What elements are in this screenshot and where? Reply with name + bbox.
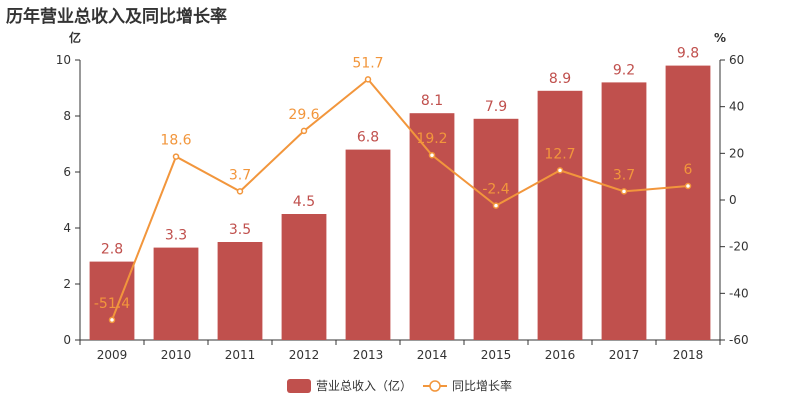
- left-tick-label: 2: [63, 277, 71, 291]
- growth-value-label: 6: [684, 162, 693, 178]
- bar-series: [89, 65, 711, 341]
- bar-value-label: 2.8: [101, 242, 123, 258]
- legend[interactable]: 营业总收入（亿） 同比增长率: [287, 378, 512, 393]
- bar: [217, 242, 263, 340]
- line-series: [108, 76, 692, 324]
- right-tick-label: -20: [729, 240, 749, 254]
- growth-value-label: 12.7: [544, 146, 575, 162]
- bar-value-label: 3.3: [165, 228, 187, 244]
- growth-point: [172, 153, 180, 160]
- data-labels: 2.8 3.3 3.5 4.5 6.8 8.1 7.9 8.9 9.2 9.8 -51.4 18.6 3…: [94, 46, 699, 312]
- growth-value-label: 29.6: [288, 107, 319, 123]
- bar: [537, 90, 583, 340]
- growth-line: [111, 77, 689, 321]
- bar-value-label: 8.1: [421, 93, 443, 109]
- bar-value-label: 8.9: [549, 71, 571, 87]
- growth-value-label: 3.7: [613, 167, 635, 183]
- bar: [601, 82, 647, 341]
- growth-point: [492, 202, 500, 209]
- x-tick-label: 2015: [481, 348, 512, 362]
- legend-bar-swatch: [287, 379, 311, 393]
- growth-point: [684, 182, 692, 190]
- legend-line-label: 同比增长率: [452, 378, 512, 393]
- growth-value-label: 19.2: [416, 131, 447, 147]
- bar-value-label: 4.5: [293, 194, 315, 210]
- left-tick-label: 4: [63, 221, 71, 235]
- growth-point: [620, 188, 628, 195]
- bar: [89, 261, 135, 340]
- right-unit-label: %: [714, 31, 726, 45]
- legend-line-marker: [429, 380, 441, 392]
- legend-bar-label: 营业总收入（亿）: [316, 378, 412, 393]
- bar-value-label: 7.9: [485, 99, 507, 115]
- x-tick-label: 2013: [353, 348, 384, 362]
- growth-value-label: 3.7: [229, 167, 251, 183]
- bar: [665, 65, 711, 340]
- left-tick-label: 6: [63, 165, 71, 179]
- bar: [345, 149, 391, 340]
- chart-title: 历年营业总收入及同比增长率: [6, 7, 227, 27]
- x-tick-label: 2016: [545, 348, 576, 362]
- bar-value-label: 3.5: [229, 222, 251, 238]
- right-tick-label: -60: [729, 333, 749, 347]
- bar-value-label: 9.8: [677, 46, 699, 62]
- right-tick-label: 40: [729, 100, 744, 114]
- bar: [409, 113, 455, 340]
- right-tick-label: 60: [729, 53, 744, 67]
- x-tick-label: 2018: [673, 348, 704, 362]
- x-tick-label: 2017: [609, 348, 640, 362]
- right-tick-label: 0: [729, 193, 737, 207]
- bar: [153, 247, 199, 340]
- growth-value-label: -2.4: [482, 182, 509, 198]
- x-tick-label: 2011: [225, 348, 256, 362]
- left-tick-label: 0: [63, 333, 71, 347]
- x-tick-label: 2014: [417, 348, 448, 362]
- left-tick-label: 10: [56, 53, 71, 67]
- bar: [281, 214, 327, 340]
- growth-value-label: -51.4: [94, 296, 130, 312]
- growth-value-label: 51.7: [352, 55, 383, 71]
- x-tick-label: 2012: [289, 348, 320, 362]
- left-unit-label: 亿: [69, 30, 81, 45]
- bar-value-label: 9.2: [613, 62, 635, 78]
- x-tick-label: 2009: [97, 348, 128, 362]
- growth-point: [364, 76, 372, 83]
- left-tick-label: 8: [63, 109, 71, 123]
- growth-point: [300, 127, 308, 135]
- bar-value-label: 6.8: [357, 130, 379, 146]
- growth-point: [108, 316, 116, 324]
- growth-value-label: 18.6: [160, 133, 191, 149]
- x-tick-label: 2010: [161, 348, 192, 362]
- right-tick-label: 20: [729, 146, 744, 160]
- growth-point: [428, 151, 436, 159]
- growth-point: [556, 167, 564, 174]
- growth-point: [236, 188, 244, 195]
- bar: [473, 118, 519, 340]
- right-tick-label: -40: [729, 286, 749, 300]
